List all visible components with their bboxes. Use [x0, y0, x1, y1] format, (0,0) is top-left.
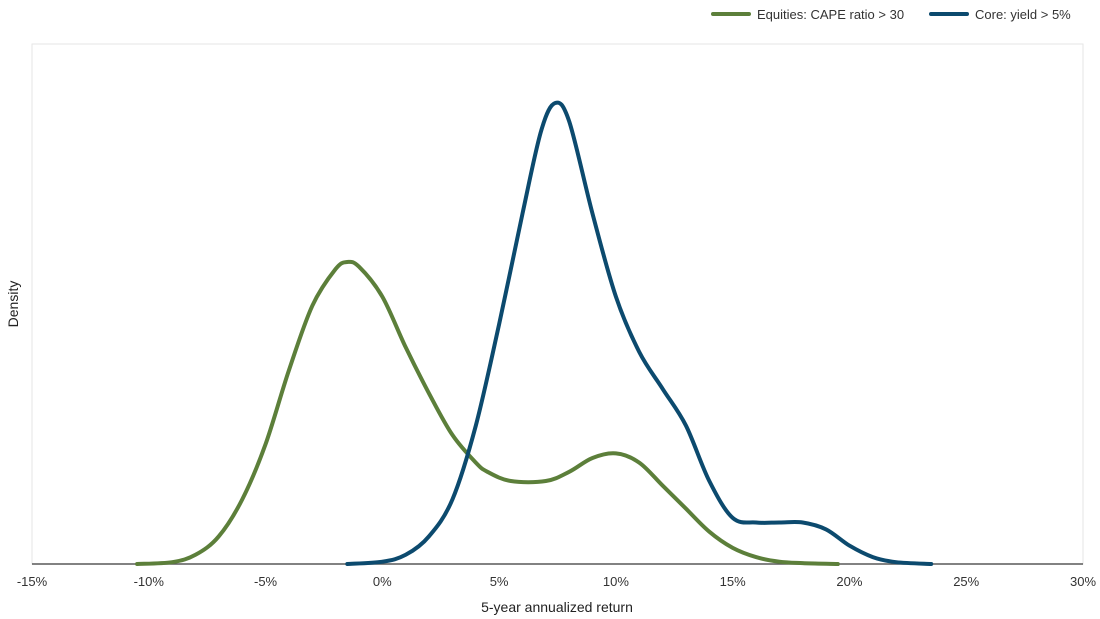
- series-line-2: [345, 100, 934, 566]
- x-tick-label: 20%: [836, 574, 862, 589]
- legend-label: Core: yield > 5%: [975, 7, 1071, 22]
- x-axis-ticks: -15% -10% -5% 0% 5% 10% 15% 20% 25% 30%: [17, 574, 1097, 589]
- series-lines: [135, 100, 934, 566]
- plot-area: [31, 43, 1084, 565]
- y-axis-title: Density: [5, 281, 21, 328]
- x-tick-label: -10%: [134, 574, 165, 589]
- x-tick-label: -5%: [254, 574, 278, 589]
- legend-label: Equities: CAPE ratio > 30: [757, 7, 904, 22]
- x-tick-label: 10%: [603, 574, 629, 589]
- x-tick-label: 0%: [373, 574, 392, 589]
- x-tick-label: 25%: [953, 574, 979, 589]
- x-tick-label: 15%: [720, 574, 746, 589]
- x-tick-label: -15%: [17, 574, 48, 589]
- x-tick-label: 5%: [490, 574, 509, 589]
- x-tick-label: 30%: [1070, 574, 1096, 589]
- legend: Equities: CAPE ratio > 30 Core: yield > 5…: [711, 7, 1071, 22]
- x-axis-title: 5-year annualized return: [481, 599, 633, 615]
- series-line-1: [135, 259, 840, 566]
